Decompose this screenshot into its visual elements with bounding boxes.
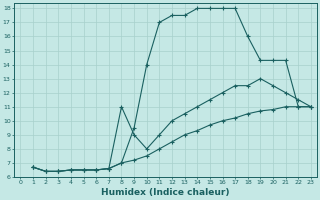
X-axis label: Humidex (Indice chaleur): Humidex (Indice chaleur) <box>101 188 230 197</box>
